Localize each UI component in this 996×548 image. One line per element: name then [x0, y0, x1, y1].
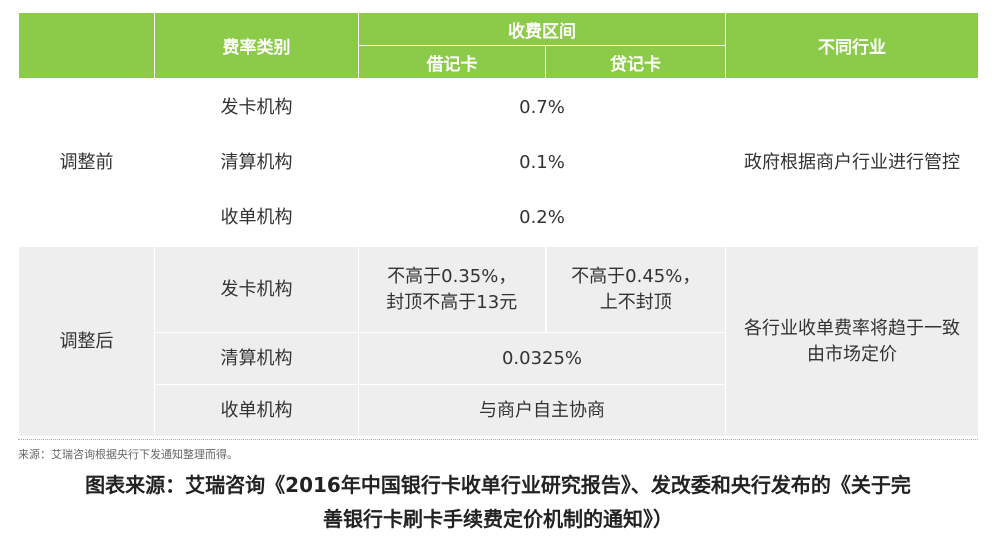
org-cell: 收单机构	[154, 188, 359, 247]
header-debit: 借记卡	[358, 45, 546, 79]
industry-after-line1: 各行业收单费率将趋于一致	[744, 317, 960, 339]
figure-caption: 图表来源：艾瑞咨询《2016年中国银行卡收单行业研究报告》、发改委和央行发布的《…	[0, 468, 996, 536]
industry-after-line2: 由市场定价	[807, 343, 897, 365]
rate-cell: 0.1%	[358, 136, 726, 189]
rate-cell: 0.0325%	[358, 332, 726, 385]
source-note: 来源：艾瑞咨询根据央行下发通知整理而得。	[18, 439, 978, 462]
org-cell: 收单机构	[154, 384, 359, 437]
caption-line-1: 图表来源：艾瑞咨询《2016年中国银行卡收单行业研究报告》、发改委和央行发布的《…	[85, 473, 911, 497]
debit-rate-line1: 不高于0.35%，	[387, 265, 517, 287]
credit-rate-line2: 上不封顶	[599, 291, 672, 313]
org-cell: 清算机构	[154, 136, 359, 189]
rate-cell: 0.2%	[358, 188, 726, 247]
industry-cell-after: 各行业收单费率将趋于一致 由市场定价	[725, 246, 979, 437]
industry-cell-before: 政府根据商户行业进行管控	[725, 78, 979, 247]
org-cell: 清算机构	[154, 332, 359, 385]
section-label-after: 调整后	[18, 246, 155, 437]
section-label-before: 调整前	[18, 78, 155, 247]
rate-cell: 0.7%	[358, 78, 726, 137]
credit-rate-line1: 不高于0.45%，	[571, 265, 701, 287]
fee-table-figure: 费率类别 收费区间 不同行业 借记卡 贷记卡 调整前 发卡机构 0.7% 政府根…	[18, 12, 979, 462]
header-fee-type: 费率类别	[154, 12, 359, 79]
debit-rate-line2: 封顶不高于13元	[386, 291, 518, 313]
header-credit: 贷记卡	[545, 45, 726, 79]
org-cell: 发卡机构	[154, 78, 359, 137]
org-cell: 发卡机构	[154, 246, 359, 333]
fee-rate-table: 费率类别 收费区间 不同行业 借记卡 贷记卡 调整前 发卡机构 0.7% 政府根…	[18, 12, 979, 437]
header-industry: 不同行业	[725, 12, 979, 79]
debit-rate-cell: 不高于0.35%， 封顶不高于13元	[358, 246, 546, 333]
rate-cell: 与商户自主协商	[358, 384, 726, 437]
header-fee-range: 收费区间	[358, 12, 726, 46]
caption-line-2: 善银行卡刷卡手续费定价机制的通知》）	[323, 507, 673, 531]
credit-rate-cell: 不高于0.45%， 上不封顶	[544, 246, 726, 333]
header-blank	[18, 12, 155, 79]
